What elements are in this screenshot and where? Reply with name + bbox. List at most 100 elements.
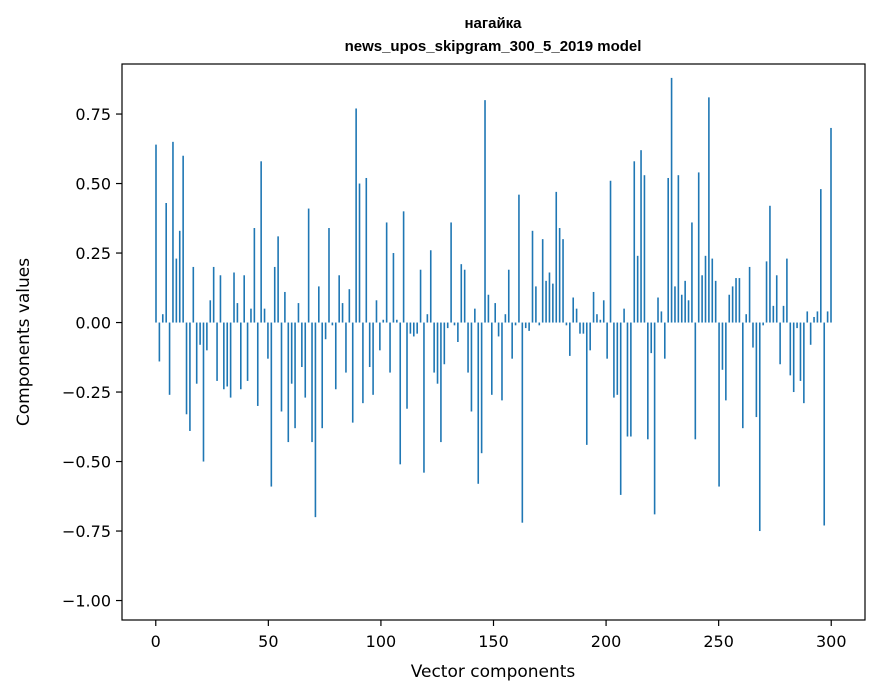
bar [229,322,232,398]
bar [596,314,598,323]
bar [592,291,595,323]
bar [453,322,456,326]
bar [182,155,184,323]
x-axis-label: Vector components [411,662,576,682]
bar [267,322,269,359]
bar [484,100,486,323]
bar [263,308,266,323]
bar [691,222,693,323]
bar [582,322,585,334]
bar [555,191,558,323]
bar [826,311,829,323]
bar [575,308,578,323]
y-tick-label: 0.25 [75,244,111,263]
bar [531,230,534,323]
bar [202,322,205,462]
bar [830,127,832,323]
bar [494,303,496,323]
bar [195,322,198,384]
y-axis-label: Components values [14,258,34,426]
bar [823,322,826,526]
x-tick-label: 0 [151,632,161,651]
bar [351,322,354,423]
bar [585,322,588,445]
bar [165,203,167,323]
bar [206,322,208,351]
bar [674,286,676,323]
x-tick-label: 300 [816,632,847,651]
bar [294,322,296,429]
bar [535,286,537,323]
bar [558,228,561,323]
bar [497,322,500,337]
chart-title-line1: нагайка [464,15,522,32]
bar [331,322,334,326]
bar [175,258,178,323]
bar [236,303,239,323]
bar [738,278,741,323]
bar [572,297,575,323]
x-tick-label: 200 [591,632,622,651]
bar [704,255,707,323]
bar [697,172,700,323]
bar [680,294,683,323]
bar [742,322,744,429]
x-tick-label: 100 [366,632,397,651]
bar [589,322,591,351]
bar [714,280,717,323]
bar [643,175,646,323]
bar [809,322,812,345]
bar [192,266,195,323]
bar [657,297,659,323]
bar [348,289,351,323]
bar [301,322,303,368]
bar [311,322,313,443]
bar [514,322,517,326]
bar [786,258,788,323]
bar [416,322,418,334]
y-tick-label: 0.50 [75,175,111,194]
bar [457,322,459,342]
bar [684,280,686,323]
bar [199,322,201,345]
bar [623,308,625,323]
bar [725,322,727,401]
bar [745,314,747,323]
bar [189,322,191,431]
y-tick-label: −1.00 [62,592,111,611]
bar [640,150,642,323]
x-tick-label: 250 [703,632,734,651]
bar [602,300,605,323]
bar [521,322,524,523]
bar [155,144,157,323]
bar [694,322,697,440]
y-axis-ticks: 0.75 0.50 0.25 0.00 −0.25 −0.50 −0.75 −1.00 [62,105,122,611]
bar [552,283,554,323]
bar [385,222,388,323]
bar [569,322,571,356]
bar [772,305,775,323]
bar [565,322,568,326]
bar [511,322,513,359]
bar [219,275,222,323]
bar [701,275,703,323]
bar [562,239,564,323]
bar [518,194,520,323]
y-tick-label: 0.75 [75,105,111,124]
bar [426,314,429,323]
bar [290,322,293,384]
bar [287,322,290,443]
bar [297,303,300,323]
bar [728,294,731,323]
bar [277,236,279,323]
x-tick-label: 150 [478,632,509,651]
bar [474,308,476,323]
bar [677,175,680,323]
bar [270,322,273,487]
bar [487,294,490,323]
bar [507,269,510,323]
bar [440,322,442,443]
bar [731,286,734,323]
bar [735,278,737,323]
plot-frame [121,63,866,621]
